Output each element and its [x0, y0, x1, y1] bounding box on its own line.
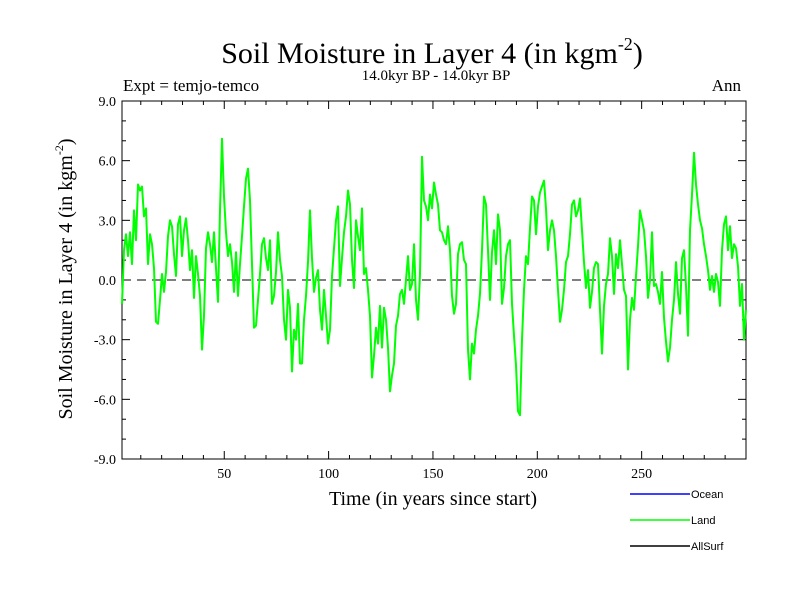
y-tick-label: -6.0 — [94, 393, 116, 408]
experiment-label: Expt = temjo-temco — [123, 76, 259, 95]
season-label: Ann — [712, 76, 742, 95]
y-tick-label: 9.0 — [99, 95, 117, 110]
y-tick-label: -3.0 — [94, 334, 116, 349]
legend-label-ocean: Ocean — [691, 489, 723, 501]
y-axis-label: Soil Moisture in Layer 4 (in kgm-2) — [52, 138, 77, 419]
x-tick-label: 100 — [318, 467, 339, 482]
y-tick-label: 3.0 — [99, 214, 117, 229]
legend: Ocean Land AllSurf — [630, 489, 724, 553]
x-tick-label: 150 — [422, 467, 443, 482]
x-tick-label: 250 — [631, 467, 652, 482]
y-tick-label: 6.0 — [99, 155, 117, 170]
series-line-land — [121, 137, 747, 417]
chart-subtitle: 14.0kyr BP - 14.0kyr BP — [362, 68, 511, 84]
axis-tick-labels: -9.0 -6.0 -3.0 0.0 3.0 6.0 9.0 50 100 150 200 250 — [94, 95, 652, 482]
legend-label-allsurf: AllSurf — [691, 541, 724, 553]
x-axis-label: Time (in years since start) — [329, 488, 537, 510]
x-tick-label: 50 — [217, 467, 231, 482]
y-tick-label: 0.0 — [99, 274, 117, 289]
y-tick-label: -9.0 — [94, 453, 116, 468]
x-tick-label: 200 — [527, 467, 548, 482]
axis-ticks — [122, 100, 746, 460]
legend-label-land: Land — [691, 515, 715, 527]
chart-title: Soil Moisture in Layer 4 (in kgm-2) — [221, 34, 643, 70]
